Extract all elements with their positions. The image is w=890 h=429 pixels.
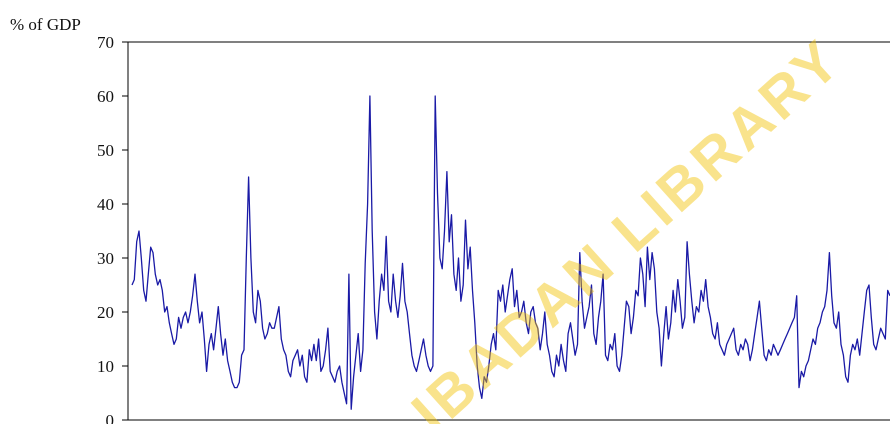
series-line xyxy=(131,95,890,410)
y-tick-label: 10 xyxy=(97,357,114,376)
y-axis-label: % of GDP xyxy=(10,15,81,34)
watermark: IBADAN LIBRARY xyxy=(400,26,855,424)
series-group xyxy=(131,95,890,410)
y-tick-label: 70 xyxy=(97,33,114,52)
y-tick-label: 30 xyxy=(97,249,114,268)
y-tick-label: 60 xyxy=(97,87,114,106)
plot-area-frame xyxy=(127,41,890,421)
y-tick-label: 50 xyxy=(97,141,114,160)
y-tick-label: 20 xyxy=(97,303,114,322)
y-tick-label: 40 xyxy=(97,195,114,214)
y-axis-ticks: 0 10 20 30 40 50 60 70 xyxy=(97,33,128,429)
y-tick-label: 0 xyxy=(106,411,115,424)
